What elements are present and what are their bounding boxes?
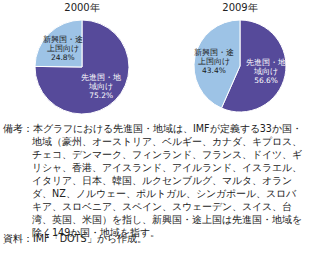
value-label: 56.6% — [254, 76, 278, 85]
pie-slice — [194, 20, 240, 108]
source: 資料：IMF「DOTS」から作成。 — [3, 232, 147, 245]
category-label: 先進国・地域向け — [246, 58, 286, 76]
pie-slice — [35, 20, 129, 114]
chart-title: 2009年 — [222, 1, 257, 15]
category-label: 新興国・途上国向け — [194, 47, 234, 65]
slice-label: 新興国・途上国向け24.8% — [40, 34, 85, 61]
slice-label: 新興国・途上国向け43.4% — [191, 47, 236, 74]
category-label: 先進国・地域向け — [81, 73, 121, 91]
value-label: 75.2% — [89, 91, 113, 100]
chart-title: 2000年 — [64, 1, 99, 15]
pie-slice — [35, 20, 82, 67]
slice-label: 先進国・地域向け56.6% — [244, 58, 289, 85]
note: 備考：本グラフにおける先進国・地域は、IMFが定義する33か国・地域（豪州、オー… — [3, 122, 303, 239]
chart-area: 2000年先進国・地域向け75.2%新興国・途上国向け24.8%2009年先進国… — [0, 0, 313, 120]
category-label: 新興国・途上国向け — [43, 34, 83, 52]
value-label: 43.4% — [202, 65, 226, 74]
value-label: 24.8% — [51, 52, 75, 61]
slice-label: 先進国・地域向け75.2% — [79, 73, 124, 100]
